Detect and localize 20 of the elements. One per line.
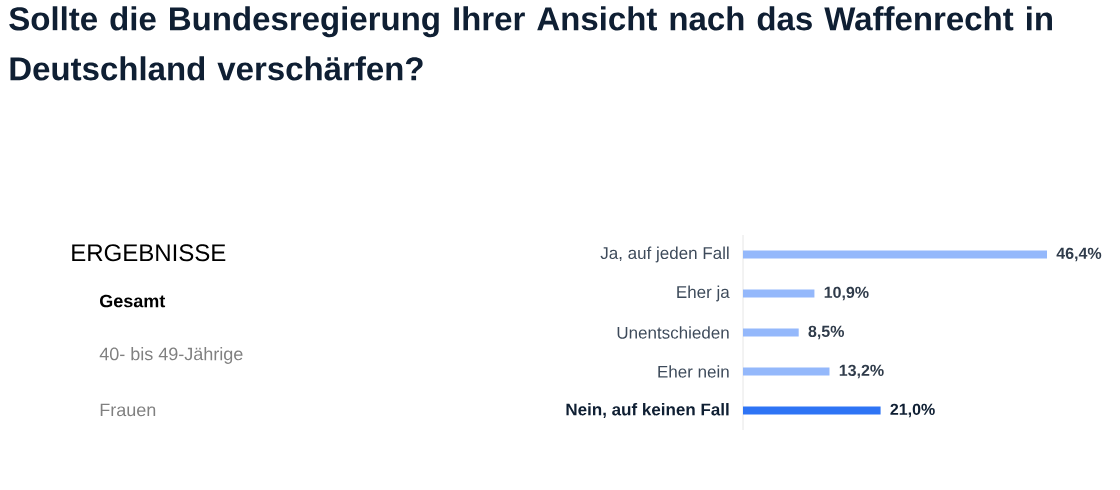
bar — [743, 289, 815, 298]
chart-title: Sollte die Bundesregierung Ihrer Ansicht nach das Waffenrecht in Deutschland verschärfen? — [9, 6, 1052, 81]
text: Frauen — [100, 403, 156, 417]
data-label: 21,0% — [890, 403, 935, 418]
y-tick-label: Eher ja — [677, 285, 730, 302]
data-label: 46,4% — [1056, 247, 1102, 262]
bar — [743, 250, 1048, 259]
y-tick-label: Nein, auf keinen Fall — [566, 403, 729, 418]
y-tick-label: Eher nein — [658, 365, 729, 378]
text: ERGEBNISSE — [72, 244, 226, 262]
bar — [743, 367, 830, 376]
bar — [743, 328, 799, 337]
y-tick-label: Ja, auf jeden Fall — [600, 246, 729, 263]
data-label: 13,2% — [839, 364, 884, 379]
text: Gesamt — [100, 294, 166, 308]
bar — [743, 406, 881, 415]
data-label: 10,9% — [824, 286, 869, 301]
text: 40- bis 49-Jährige — [99, 347, 243, 364]
data-label: 8,5% — [808, 325, 844, 340]
y-tick-label: Unentschieden — [617, 326, 729, 339]
